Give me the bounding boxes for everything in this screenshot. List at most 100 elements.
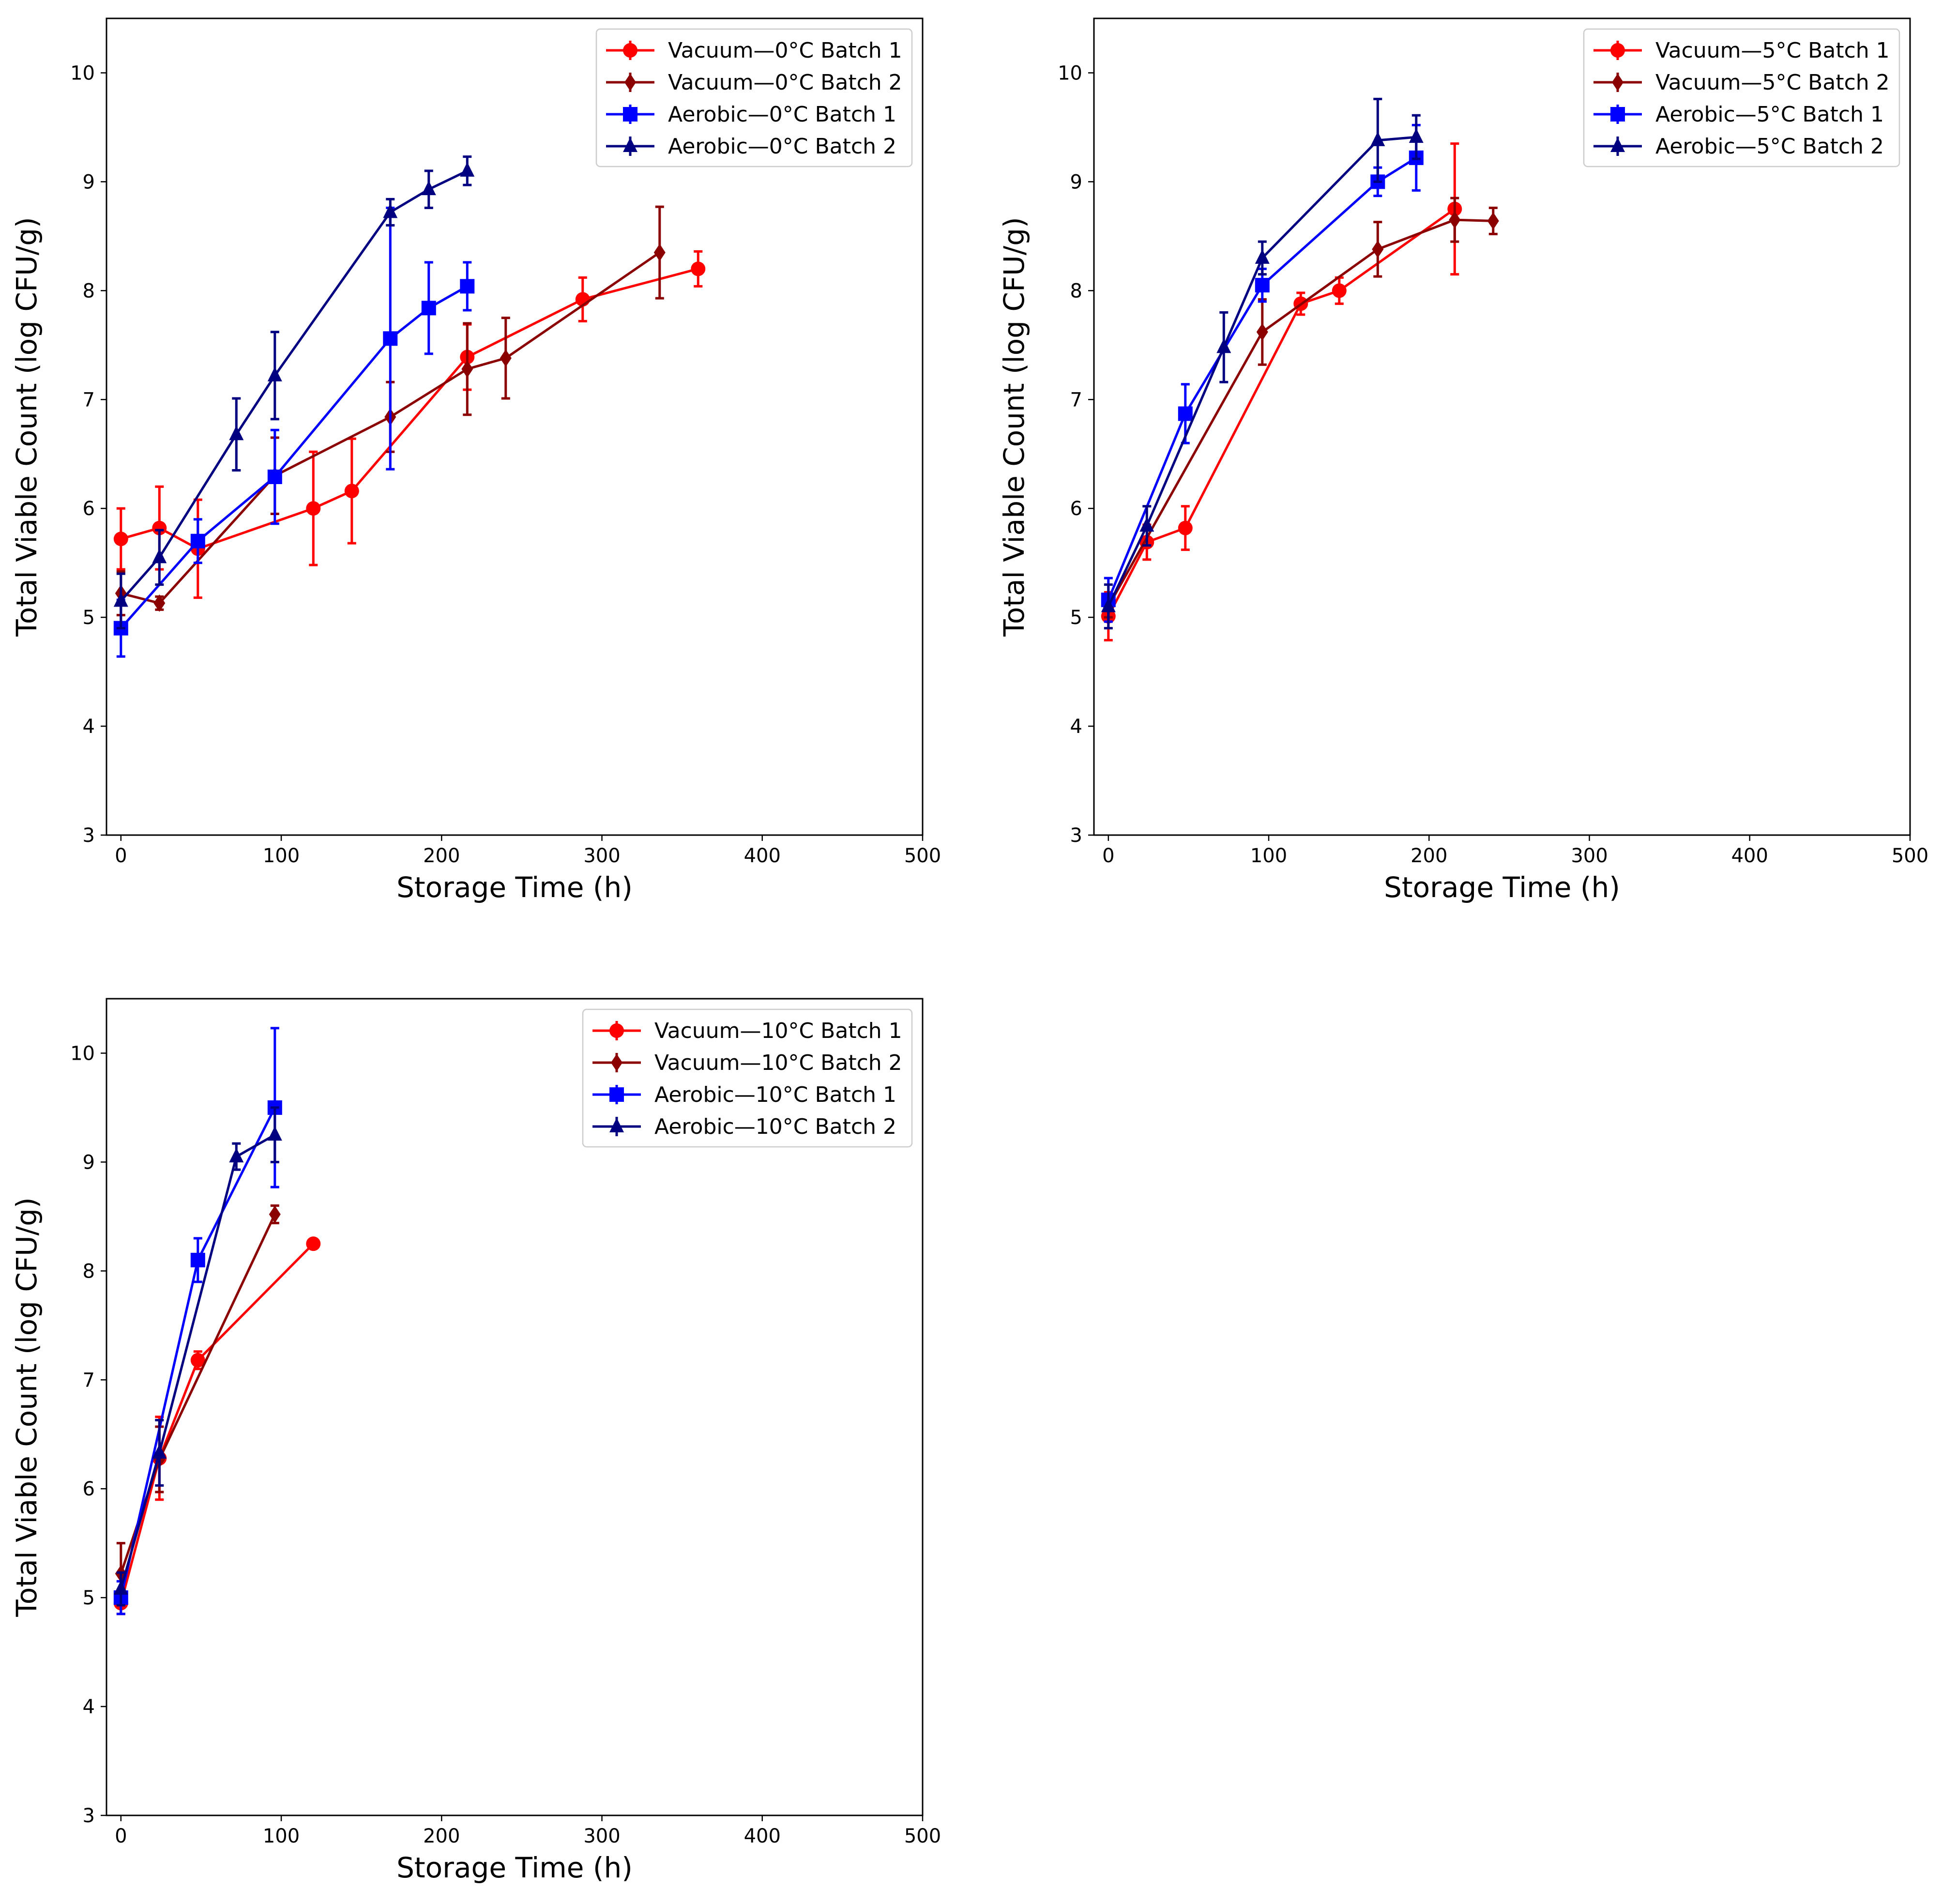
series-line	[1107, 136, 1416, 607]
legend-label: Vacuum—5°C Batch 1	[1655, 38, 1890, 63]
y-tick-label: 3	[83, 824, 95, 847]
legend: Vacuum—10°C Batch 1 Vacuum—10°C Batch 2 Ae…	[582, 1008, 913, 1148]
y-tick-label: 4	[83, 1696, 95, 1718]
data-point	[113, 592, 128, 607]
axes-frame	[106, 998, 924, 1816]
legend-marker	[609, 1118, 624, 1132]
y-tick-label: 5	[1070, 607, 1082, 629]
x-axis-label: Storage Time (h)	[396, 871, 633, 904]
legend-label: Aerobic—0°C Batch 1	[668, 102, 896, 127]
data-point	[153, 594, 166, 612]
data-point	[461, 360, 473, 378]
data-point	[344, 484, 359, 499]
data-point	[1255, 249, 1270, 264]
series-line	[120, 1243, 315, 1604]
legend-marker	[1610, 107, 1625, 122]
y-tick-label: 5	[83, 1587, 95, 1609]
x-tick-label: 500	[904, 845, 941, 867]
x-tick-label: 0	[115, 845, 127, 867]
series-3	[113, 206, 475, 658]
data-point	[190, 533, 205, 548]
data-point	[1178, 520, 1193, 535]
x-axis-label: Storage Time (h)	[1384, 871, 1620, 904]
subplot-2: 0 100 200 300 400 500 3 4 5 6 7 8 9 10 Storage Time (h…	[998, 17, 1928, 904]
series-2	[1102, 197, 1499, 619]
axes-frame	[1093, 17, 1911, 836]
legend-box	[1583, 28, 1900, 168]
x-tick-label: 100	[263, 845, 300, 867]
series-4	[113, 155, 475, 630]
x-tick-label: 0	[1102, 845, 1114, 867]
data-point	[152, 520, 167, 535]
data-point	[1409, 128, 1424, 143]
y-tick-label: 8	[1070, 280, 1082, 302]
data-point	[460, 279, 475, 294]
legend-label: Aerobic—10°C Batch 2	[654, 1114, 896, 1139]
data-point	[229, 1148, 244, 1163]
y-tick-label: 9	[1070, 171, 1082, 193]
x-tick-label: 500	[904, 1825, 941, 1847]
data-point	[383, 203, 398, 218]
data-point	[1178, 406, 1193, 421]
x-tick-label: 400	[1731, 845, 1768, 867]
data-point	[306, 1236, 321, 1251]
data-point	[1372, 240, 1384, 258]
data-point	[152, 1444, 167, 1459]
data-point	[1449, 211, 1461, 229]
data-point	[1101, 597, 1116, 612]
data-point	[1139, 517, 1154, 532]
data-point	[267, 366, 282, 381]
y-tick-label: 6	[83, 498, 95, 520]
x-tick-label: 0	[115, 1825, 127, 1847]
legend-marker	[1610, 137, 1625, 152]
series-4	[1101, 97, 1424, 630]
data-point	[1256, 323, 1268, 341]
legend-marker	[609, 1087, 624, 1102]
data-point	[460, 162, 475, 177]
legend-label: Aerobic—5°C Batch 1	[1655, 102, 1884, 127]
data-point	[267, 1126, 282, 1141]
y-tick-label: 3	[1070, 824, 1082, 847]
y-axis-label: Total Viable Count (log CFU/g)	[10, 1197, 43, 1617]
series-line	[1107, 218, 1493, 607]
data-point	[267, 469, 282, 484]
y-axis-label: Total Viable Count (log CFU/g)	[998, 217, 1031, 637]
legend-marker	[623, 137, 637, 152]
data-point	[691, 261, 706, 276]
y-tick-label: 5	[83, 607, 95, 629]
data-point	[1332, 283, 1347, 298]
data-point	[190, 1353, 205, 1368]
x-tick-label: 300	[583, 845, 620, 867]
legend-label: Aerobic—5°C Batch 2	[1655, 134, 1884, 159]
legend-label: Vacuum—0°C Batch 2	[668, 70, 902, 95]
data-point	[421, 301, 436, 316]
legend-marker	[1612, 74, 1623, 91]
legend-marker	[623, 43, 637, 58]
data-point	[306, 501, 321, 516]
y-tick-label: 10	[70, 1042, 95, 1065]
data-point	[421, 181, 436, 196]
x-tick-label: 400	[744, 1825, 781, 1847]
data-point	[383, 331, 398, 346]
legend: Vacuum—5°C Batch 1 Vacuum—5°C Batch 2 Aero…	[1583, 28, 1900, 168]
legend-marker	[624, 74, 636, 91]
data-point	[229, 426, 244, 441]
legend-marker	[611, 1054, 622, 1071]
x-tick-label: 200	[423, 845, 460, 867]
y-tick-label: 7	[83, 389, 95, 411]
y-tick-label: 7	[83, 1369, 95, 1391]
series-4	[113, 1106, 282, 1607]
y-tick-label: 9	[83, 1151, 95, 1173]
y-tick-label: 9	[83, 171, 95, 193]
x-tick-label: 500	[1892, 845, 1928, 867]
x-tick-label: 100	[263, 1825, 300, 1847]
y-tick-label: 7	[1070, 389, 1082, 411]
legend-label: Aerobic—0°C Batch 2	[668, 134, 896, 159]
legend-label: Vacuum—10°C Batch 1	[654, 1019, 902, 1043]
data-point	[269, 1205, 281, 1223]
y-tick-label: 10	[1058, 62, 1082, 84]
legend-label: Vacuum—10°C Batch 2	[654, 1051, 902, 1075]
subplot-1: 0 100 200 300 400 500 3 4 5 6 7 8 9 10 Storage Time (h…	[10, 17, 941, 904]
y-tick-label: 4	[83, 716, 95, 738]
